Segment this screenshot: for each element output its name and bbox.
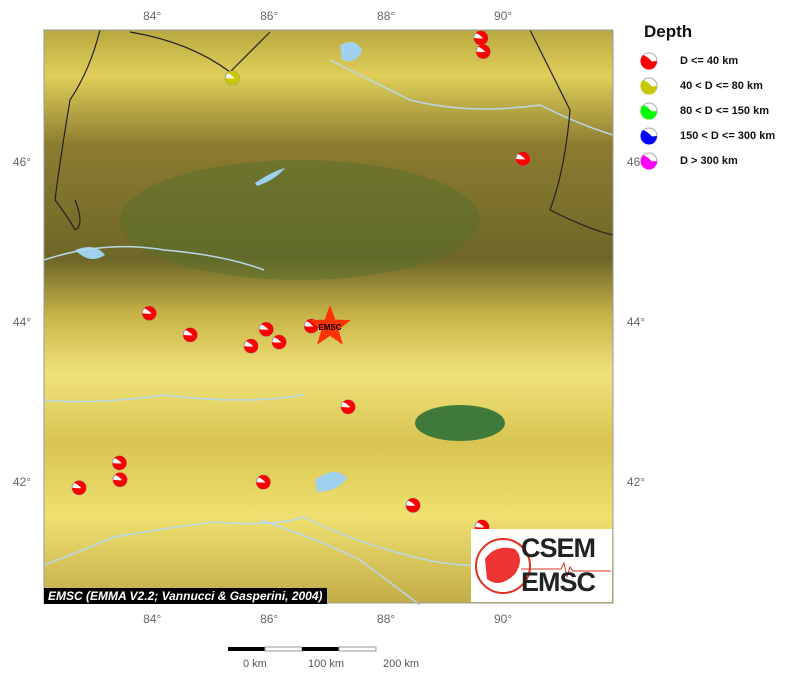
beachball-quadrant	[244, 346, 259, 354]
lat-tick-label-left: 44°	[13, 315, 31, 329]
legend-item: D <= 40 km	[640, 48, 775, 73]
lat-tick-label-left: 46°	[13, 155, 31, 169]
lon-tick-label-top: 88°	[377, 9, 395, 23]
legend-item: 80 < D <= 150 km	[640, 98, 775, 123]
legend-label: 40 < D <= 80 km	[680, 79, 763, 92]
legend-label: 150 < D <= 300 km	[680, 129, 776, 142]
turpan-basin	[415, 405, 505, 441]
beachball-quadrant	[515, 158, 530, 166]
beachball-quadrant	[304, 326, 319, 334]
beachball-quadrant	[341, 406, 356, 414]
earthquake-event	[475, 44, 491, 60]
earthquake-event	[255, 474, 271, 490]
legend-label: D <= 40 km	[680, 54, 739, 67]
scale-label-0: 0 km	[243, 658, 267, 670]
beachball-quadrant	[473, 38, 488, 46]
earthquake-event	[405, 497, 421, 513]
legend-item: D > 300 km	[640, 148, 775, 173]
lat-tick-label-right: 46°	[627, 155, 645, 169]
beachball-quadrant	[225, 78, 240, 86]
scale-label-200: 200 km	[383, 658, 420, 670]
beachball-quadrant	[259, 329, 274, 337]
borders	[54, 29, 614, 236]
epicenter-star-icon	[309, 304, 351, 345]
earthquake-event	[112, 455, 127, 471]
earthquake-event	[141, 305, 157, 321]
earthquake-event	[224, 70, 240, 86]
beachball-quadrant	[406, 505, 421, 513]
earthquake-event	[182, 327, 198, 343]
earthquake-event	[243, 338, 259, 354]
map-frame	[43, 29, 614, 604]
legend-label: D > 300 km	[680, 154, 738, 167]
beachball-quadrant	[256, 482, 271, 490]
lon-tick-label-top: 90°	[494, 9, 512, 23]
earthquake-event	[473, 30, 489, 46]
lat-tick-label-right: 44°	[627, 315, 645, 329]
beachball-icon	[640, 152, 658, 169]
beachball-quadrant	[183, 334, 198, 342]
earthquake-event	[271, 334, 287, 350]
earthquake-event	[112, 472, 128, 488]
earthquake-event	[258, 321, 274, 337]
beachball-icon	[640, 102, 658, 119]
scale-label-100: 100 km	[308, 658, 345, 670]
beachball-icon	[640, 127, 658, 144]
lat-tick-label-left: 42°	[13, 475, 31, 489]
earthquake-event	[340, 399, 356, 415]
earthquake-event	[515, 151, 531, 167]
logo-csem: CSEM	[521, 533, 596, 563]
epicenter-label: EMSC	[318, 323, 341, 332]
legend-label: 80 < D <= 150 km	[680, 104, 769, 117]
legend-item: 40 < D <= 80 km	[640, 73, 775, 98]
beachball-quadrant	[272, 342, 287, 350]
lon-tick-label-bottom: 88°	[377, 612, 395, 626]
beachball-quadrant	[72, 487, 87, 495]
beachball-quadrant	[112, 462, 127, 470]
lat-tick-label-right: 42°	[627, 475, 645, 489]
beachball-quadrant	[142, 313, 157, 321]
lon-tick-label-bottom: 90°	[494, 612, 512, 626]
depth-legend: Depth D <= 40 km 40 < D <= 80 km 80 < D <=…	[640, 22, 775, 173]
emsc-logo: CSEM EMSC	[471, 529, 612, 602]
beachball-quadrant	[476, 51, 491, 59]
beachball-icon	[640, 52, 658, 69]
credit-label: EMSC (EMMA V2.2; Vannucci & Gasperini, 2…	[44, 588, 327, 604]
logo-emsc: EMSC	[521, 567, 596, 597]
lon-tick-label-bottom: 86°	[260, 612, 278, 626]
earthquake-event	[71, 480, 87, 496]
basin	[120, 160, 480, 280]
legend-title: Depth	[644, 22, 693, 41]
beachball-icon	[640, 77, 658, 94]
lon-tick-label-bottom: 84°	[143, 612, 161, 626]
lon-tick-label-top: 84°	[143, 9, 161, 23]
rivers	[43, 59, 614, 606]
beachball-quadrant	[113, 479, 128, 487]
lon-tick-label-top: 86°	[260, 9, 278, 23]
legend-item: 150 < D <= 300 km	[640, 123, 775, 148]
